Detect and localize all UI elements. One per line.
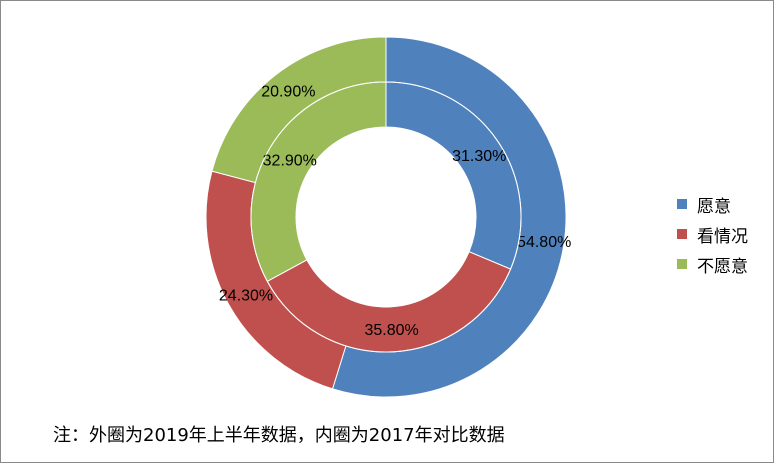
ring-divider (250, 81, 522, 353)
legend-label-depends: 看情况 (697, 226, 748, 247)
data-label-outer-2: 20.90% (261, 83, 315, 100)
chart-footnote: 注：外圈为2019年上半年数据，内圈为2017年对比数据 (53, 425, 505, 446)
data-label-inner-0: 31.30% (452, 148, 506, 165)
data-label-outer-1: 24.30% (219, 288, 273, 305)
legend-item-willing: 愿意 (677, 189, 748, 219)
data-label-inner-1: 35.80% (364, 322, 418, 339)
legend-item-depends: 看情况 (677, 219, 748, 249)
data-label-inner-2: 32.90% (263, 153, 317, 170)
legend-label-unwilling: 不愿意 (697, 256, 748, 277)
data-label-outer-0: 54.80% (517, 234, 571, 251)
legend-swatch-depends (677, 229, 687, 239)
legend-label-willing: 愿意 (697, 196, 731, 217)
legend-swatch-willing (677, 199, 687, 209)
legend-item-unwilling: 不愿意 (677, 249, 748, 279)
legend-swatch-unwilling (677, 259, 687, 269)
legend: 愿意 看情况 不愿意 (677, 189, 748, 279)
